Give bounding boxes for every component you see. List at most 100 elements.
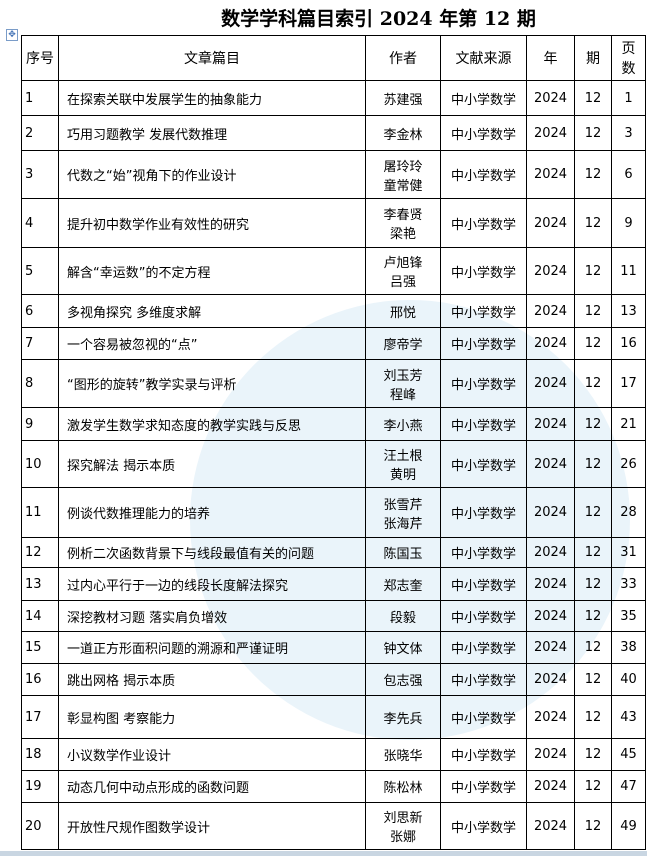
cell-page: 38 — [611, 631, 646, 664]
author-name: 段毅 — [389, 610, 416, 626]
cell-issue: 12 — [574, 150, 612, 199]
table-row: 11 例谈代数推理能力的培养 张雪芹 张海芹 中小学数学 2024 12 28 — [21, 487, 646, 538]
cell-source: 中小学数学 — [440, 407, 527, 441]
cell-no: 7 — [21, 327, 59, 360]
cell-issue: 12 — [574, 198, 612, 248]
cell-page: 16 — [611, 327, 646, 360]
cell-issue: 12 — [574, 802, 612, 850]
cell-title: 深挖教材习题 落实肩负增效 — [58, 600, 366, 632]
cell-year: 2024 — [526, 115, 575, 151]
cell-page: 17 — [611, 359, 646, 408]
table-row: 17 彰显构图 考察能力 李先兵 中小学数学 2024 12 43 — [21, 695, 646, 739]
cell-year: 2024 — [526, 407, 575, 441]
table-row: 1 在探索关联中发展学生的抽象能力 苏建强 中小学数学 2024 12 1 — [21, 80, 646, 116]
cell-no: 4 — [21, 198, 59, 248]
cell-title: 巧用习题教学 发展代数推理 — [58, 115, 366, 151]
cell-author: 李春贤 梁艳 — [365, 198, 441, 248]
author-name: 郑志奎 — [383, 578, 423, 594]
cell-year: 2024 — [526, 80, 575, 116]
cell-title: 开放性尺规作图数学设计 — [58, 802, 366, 850]
cell-source: 中小学数学 — [440, 359, 527, 408]
cell-page: 35 — [611, 600, 646, 632]
cell-author: 李金林 — [365, 115, 441, 151]
cell-title: 代数之“始”视角下的作业设计 — [58, 150, 366, 199]
header-author: 作者 — [365, 35, 441, 81]
cell-title: 探究解法 揭示本质 — [58, 440, 366, 488]
cell-page: 45 — [611, 738, 646, 771]
author-name: 李春贤 — [383, 208, 423, 223]
header-row: 序号 文章篇目 作者 文献来源 年 期 页数 — [21, 35, 646, 81]
cell-page: 31 — [611, 537, 646, 568]
table-row: 14 深挖教材习题 落实肩负增效 段毅 中小学数学 2024 12 35 — [21, 600, 646, 632]
cell-no: 1 — [21, 80, 59, 116]
cell-no: 15 — [21, 631, 59, 664]
index-table: 序号 文章篇目 作者 文献来源 年 期 页数 1 在探索关联中发展学生的抽象能力苏… — [21, 35, 646, 850]
cell-source: 中小学数学 — [440, 567, 527, 601]
cell-year: 2024 — [526, 247, 575, 295]
cell-source: 中小学数学 — [440, 294, 527, 328]
table-row: 15 一道正方形面积问题的溯源和严谨证明 钟文体 中小学数学 2024 12 38 — [21, 631, 646, 664]
cell-source: 中小学数学 — [440, 487, 527, 538]
cell-year: 2024 — [526, 567, 575, 601]
author-name: 吕强 — [389, 275, 416, 290]
table-row: 5 解含“幸运数”的不定方程 卢旭锋 吕强 中小学数学 2024 12 11 — [21, 247, 646, 295]
cell-page: 1 — [611, 80, 646, 116]
table-row: 8 “图形的旋转”教学实录与评析 刘玉芳 程峰 中小学数学 2024 12 17 — [21, 359, 646, 408]
cell-author: 廖帝学 — [365, 327, 441, 360]
document-title: 数学学科篇目索引 2024 年第 12 期 — [221, 8, 536, 30]
author-name: 李先兵 — [383, 711, 423, 727]
table-row: 7 一个容易被忽视的“点” 廖帝学 中小学数学 2024 12 16 — [21, 327, 646, 360]
cell-author: 汪土根 黄明 — [365, 440, 441, 488]
table-row: 4 提升初中数学作业有效性的研究 李春贤 梁艳 中小学数学 2024 12 9 — [21, 198, 646, 248]
cell-no: 3 — [21, 150, 59, 199]
table-move-handle-icon[interactable]: ✥ — [6, 29, 18, 41]
cell-author: 卢旭锋 吕强 — [365, 247, 441, 295]
author-name: 李小燕 — [383, 418, 423, 434]
cell-issue: 12 — [574, 294, 612, 328]
cell-year: 2024 — [526, 294, 575, 328]
cell-title: 一道正方形面积问题的溯源和严谨证明 — [58, 631, 366, 664]
cell-year: 2024 — [526, 198, 575, 248]
cell-page: 33 — [611, 567, 646, 601]
cell-issue: 12 — [574, 567, 612, 601]
cell-issue: 12 — [574, 770, 612, 803]
cell-author: 李先兵 — [365, 695, 441, 739]
header-source: 文献来源 — [440, 35, 527, 81]
cell-title: 例谈代数推理能力的培养 — [58, 487, 366, 538]
table-row: 2 巧用习题教学 发展代数推理 李金林 中小学数学 2024 12 3 — [21, 115, 646, 151]
author-name: 张晓华 — [383, 749, 423, 764]
cell-author: 陈松林 — [365, 770, 441, 803]
cell-issue: 12 — [574, 359, 612, 408]
cell-title: “图形的旋转”教学实录与评析 — [58, 359, 366, 408]
cell-source: 中小学数学 — [440, 150, 527, 199]
author-name: 张娜 — [389, 830, 416, 845]
cell-author: 苏建强 — [365, 80, 441, 116]
cell-year: 2024 — [526, 738, 575, 771]
author-name: 包志强 — [383, 674, 423, 689]
cell-author: 刘思新 张娜 — [365, 802, 441, 850]
cell-author: 李小燕 — [365, 407, 441, 441]
table-row: 6 多视角探究 多维度求解 邢悦 中小学数学 2024 12 13 — [21, 294, 646, 328]
cell-year: 2024 — [526, 631, 575, 664]
cell-source: 中小学数学 — [440, 695, 527, 739]
cell-page: 43 — [611, 695, 646, 739]
cell-year: 2024 — [526, 327, 575, 360]
cell-author: 邢悦 — [365, 294, 441, 328]
cell-issue: 12 — [574, 440, 612, 488]
cell-issue: 12 — [574, 247, 612, 295]
cell-source: 中小学数学 — [440, 247, 527, 295]
cell-author: 段毅 — [365, 600, 441, 632]
author-name: 黄明 — [389, 468, 416, 483]
cell-no: 18 — [21, 738, 59, 771]
cell-title: 过内心平行于一边的线段长度解法探究 — [58, 567, 366, 601]
author-name: 钟文体 — [383, 642, 423, 657]
header-year: 年 — [526, 35, 575, 81]
table-row: 10 探究解法 揭示本质 汪土根 黄明 中小学数学 2024 12 26 — [21, 440, 646, 488]
cell-no: 17 — [21, 695, 59, 739]
cell-page: 3 — [611, 115, 646, 151]
cell-page: 13 — [611, 294, 646, 328]
header-issue: 期 — [574, 35, 612, 81]
table-row: 13 过内心平行于一边的线段长度解法探究 郑志奎 中小学数学 2024 12 33 — [21, 567, 646, 601]
cell-page: 26 — [611, 440, 646, 488]
cell-no: 8 — [21, 359, 59, 408]
